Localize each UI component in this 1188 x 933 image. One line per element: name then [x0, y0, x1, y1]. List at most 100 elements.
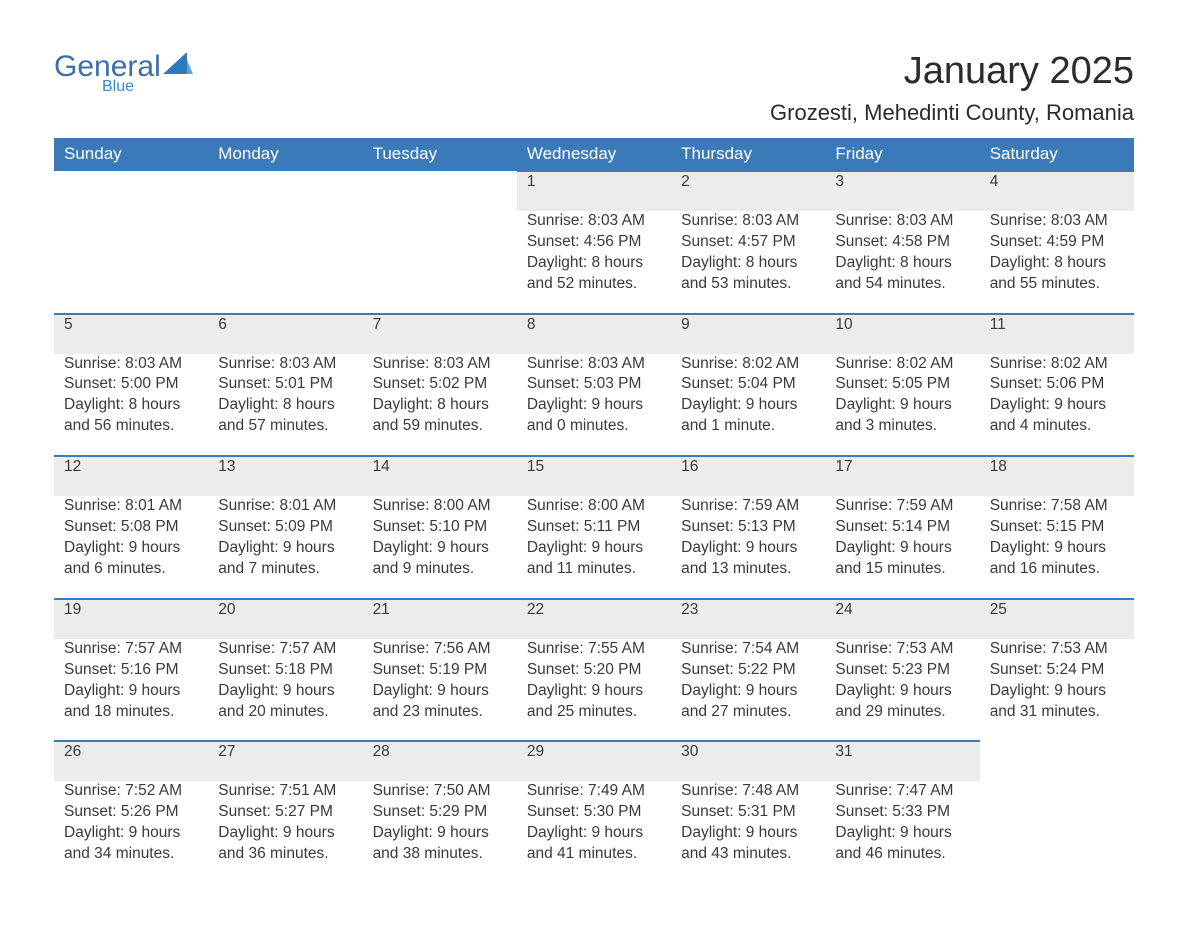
day-number: 4	[980, 171, 1134, 211]
daylight-line1: Daylight: 8 hours	[835, 253, 969, 274]
day-number: 31	[825, 741, 979, 781]
day-number: 11	[980, 314, 1134, 354]
daylight-line1: Daylight: 9 hours	[64, 538, 198, 559]
day-cell: Sunrise: 7:47 AMSunset: 5:33 PMDaylight:…	[825, 781, 979, 883]
sunset-text: Sunset: 5:27 PM	[218, 802, 352, 823]
daylight-line1: Daylight: 9 hours	[218, 538, 352, 559]
daylight-line1: Daylight: 9 hours	[835, 395, 969, 416]
day-number: 9	[671, 314, 825, 354]
sunrise-text: Sunrise: 8:03 AM	[527, 211, 661, 232]
sunrise-text: Sunrise: 7:51 AM	[218, 781, 352, 802]
daylight-line2: and 7 minutes.	[218, 559, 352, 580]
sunset-text: Sunset: 5:18 PM	[218, 660, 352, 681]
daylight-line1: Daylight: 8 hours	[527, 253, 661, 274]
daylight-line2: and 57 minutes.	[218, 416, 352, 437]
daylight-line2: and 55 minutes.	[990, 274, 1124, 295]
sunrise-text: Sunrise: 8:03 AM	[64, 354, 198, 375]
sunrise-text: Sunrise: 7:47 AM	[835, 781, 969, 802]
weekday-header: Sunday	[54, 138, 208, 171]
weekday-header: Wednesday	[517, 138, 671, 171]
day-cell: Sunrise: 7:53 AMSunset: 5:23 PMDaylight:…	[825, 639, 979, 742]
day-number	[980, 741, 1134, 781]
daylight-line1: Daylight: 9 hours	[527, 681, 661, 702]
sunrise-text: Sunrise: 8:00 AM	[373, 496, 507, 517]
day-number: 18	[980, 456, 1134, 496]
sunrise-text: Sunrise: 8:01 AM	[64, 496, 198, 517]
day-cell: Sunrise: 8:01 AMSunset: 5:08 PMDaylight:…	[54, 496, 208, 599]
sunset-text: Sunset: 5:10 PM	[373, 517, 507, 538]
day-cell: Sunrise: 8:03 AMSunset: 4:57 PMDaylight:…	[671, 211, 825, 314]
sunrise-text: Sunrise: 8:01 AM	[218, 496, 352, 517]
header: General Blue January 2025	[54, 50, 1134, 96]
sunrise-text: Sunrise: 8:03 AM	[373, 354, 507, 375]
sunrise-text: Sunrise: 7:50 AM	[373, 781, 507, 802]
daylight-line2: and 59 minutes.	[373, 416, 507, 437]
daynum-row: 19202122232425	[54, 599, 1134, 639]
day-number: 21	[363, 599, 517, 639]
daylight-line1: Daylight: 9 hours	[681, 681, 815, 702]
sunrise-text: Sunrise: 7:59 AM	[835, 496, 969, 517]
sunset-text: Sunset: 5:22 PM	[681, 660, 815, 681]
day-cell: Sunrise: 8:03 AMSunset: 5:01 PMDaylight:…	[208, 354, 362, 457]
daylight-line2: and 27 minutes.	[681, 702, 815, 723]
daylight-line1: Daylight: 9 hours	[218, 823, 352, 844]
day-number: 25	[980, 599, 1134, 639]
daylight-line2: and 18 minutes.	[64, 702, 198, 723]
sunset-text: Sunset: 4:56 PM	[527, 232, 661, 253]
day-info-row: Sunrise: 7:52 AMSunset: 5:26 PMDaylight:…	[54, 781, 1134, 883]
daylight-line2: and 15 minutes.	[835, 559, 969, 580]
weekday-header: Tuesday	[363, 138, 517, 171]
sunset-text: Sunset: 5:11 PM	[527, 517, 661, 538]
day-number: 28	[363, 741, 517, 781]
day-number: 27	[208, 741, 362, 781]
day-cell: Sunrise: 7:50 AMSunset: 5:29 PMDaylight:…	[363, 781, 517, 883]
sunset-text: Sunset: 5:15 PM	[990, 517, 1124, 538]
sunrise-text: Sunrise: 7:54 AM	[681, 639, 815, 660]
daylight-line1: Daylight: 9 hours	[64, 823, 198, 844]
day-number: 1	[517, 171, 671, 211]
daylight-line2: and 52 minutes.	[527, 274, 661, 295]
daylight-line2: and 43 minutes.	[681, 844, 815, 865]
daylight-line2: and 13 minutes.	[681, 559, 815, 580]
day-number: 12	[54, 456, 208, 496]
day-number: 16	[671, 456, 825, 496]
sunset-text: Sunset: 4:57 PM	[681, 232, 815, 253]
day-cell: Sunrise: 7:55 AMSunset: 5:20 PMDaylight:…	[517, 639, 671, 742]
calendar-table: Sunday Monday Tuesday Wednesday Thursday…	[54, 138, 1134, 883]
sunrise-text: Sunrise: 8:03 AM	[218, 354, 352, 375]
logo-sail-icon	[163, 50, 193, 84]
sunset-text: Sunset: 5:33 PM	[835, 802, 969, 823]
daylight-line1: Daylight: 9 hours	[527, 538, 661, 559]
daynum-row: 12131415161718	[54, 456, 1134, 496]
day-cell: Sunrise: 7:56 AMSunset: 5:19 PMDaylight:…	[363, 639, 517, 742]
day-number: 5	[54, 314, 208, 354]
daylight-line2: and 9 minutes.	[373, 559, 507, 580]
day-cell: Sunrise: 8:03 AMSunset: 4:59 PMDaylight:…	[980, 211, 1134, 314]
day-cell	[208, 211, 362, 314]
daylight-line1: Daylight: 8 hours	[64, 395, 198, 416]
daylight-line2: and 34 minutes.	[64, 844, 198, 865]
daylight-line1: Daylight: 9 hours	[990, 681, 1124, 702]
daylight-line1: Daylight: 8 hours	[681, 253, 815, 274]
sunset-text: Sunset: 5:30 PM	[527, 802, 661, 823]
day-number: 26	[54, 741, 208, 781]
day-cell: Sunrise: 7:57 AMSunset: 5:18 PMDaylight:…	[208, 639, 362, 742]
day-cell: Sunrise: 7:52 AMSunset: 5:26 PMDaylight:…	[54, 781, 208, 883]
day-number: 29	[517, 741, 671, 781]
day-cell: Sunrise: 7:54 AMSunset: 5:22 PMDaylight:…	[671, 639, 825, 742]
daylight-line2: and 6 minutes.	[64, 559, 198, 580]
sunset-text: Sunset: 5:19 PM	[373, 660, 507, 681]
daylight-line1: Daylight: 9 hours	[218, 681, 352, 702]
daylight-line1: Daylight: 8 hours	[990, 253, 1124, 274]
day-number	[363, 171, 517, 211]
day-cell: Sunrise: 8:02 AMSunset: 5:05 PMDaylight:…	[825, 354, 979, 457]
day-number: 20	[208, 599, 362, 639]
daylight-line2: and 16 minutes.	[990, 559, 1124, 580]
daylight-line2: and 53 minutes.	[681, 274, 815, 295]
sunrise-text: Sunrise: 7:58 AM	[990, 496, 1124, 517]
day-cell: Sunrise: 8:01 AMSunset: 5:09 PMDaylight:…	[208, 496, 362, 599]
weekday-header: Saturday	[980, 138, 1134, 171]
location-subtitle: Grozesti, Mehedinti County, Romania	[54, 100, 1134, 126]
weekday-header: Monday	[208, 138, 362, 171]
daylight-line2: and 54 minutes.	[835, 274, 969, 295]
